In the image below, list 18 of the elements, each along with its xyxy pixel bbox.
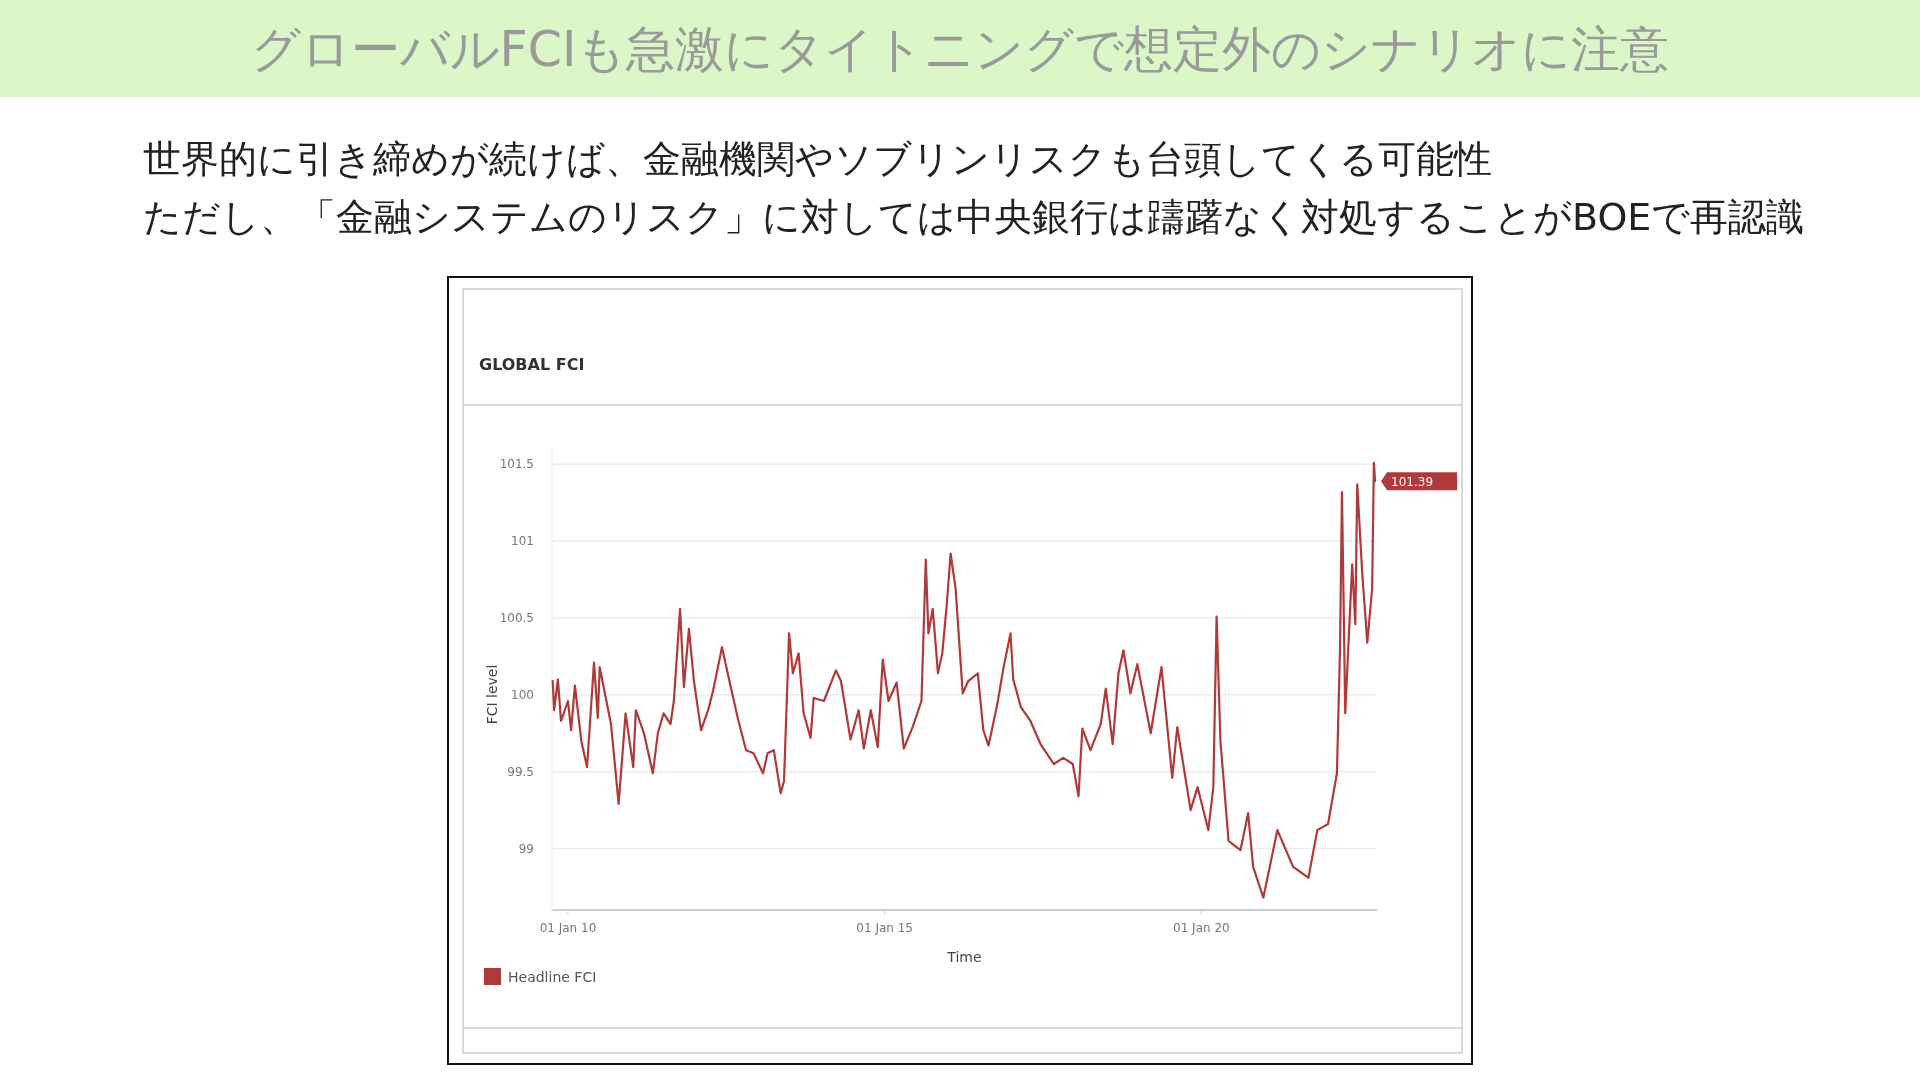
y-tick-label: 99 [518,841,534,856]
text: ただし、「金融システムのリスク」に対しては中央銀行は躊躇なく対処することがBOEで再認識 [143,195,1805,239]
annotation: 101.39 [1391,475,1434,490]
y-tick-label: 100 [511,687,534,702]
x-tick-label: 01 Jan 15 [856,921,914,935]
chart-subtitle: 世界的に引き締めが続けば、金融機関やソブリンリスクも台頭してくる可能性 [143,137,1492,181]
x-tick-label: 01 Jan 20 [1173,921,1230,935]
text: GLOBAL FCI [479,355,585,374]
legend-label: Headline FCI [508,969,597,985]
y-tick-label: 99.5 [507,764,534,779]
line-series [551,461,1377,899]
y-axis-title: FCI level [484,664,500,725]
y-tick-label: 101.5 [499,457,534,472]
y-tick-label: 101 [511,534,534,549]
chart-title: グローバルFCIも急激にタイトニングで想定外のシナリオに注意 [250,21,1670,78]
y-tick-label: 100.5 [499,611,534,626]
x-tick-label: 01 Jan 10 [539,921,597,935]
x-axis-title: Time [946,949,982,965]
